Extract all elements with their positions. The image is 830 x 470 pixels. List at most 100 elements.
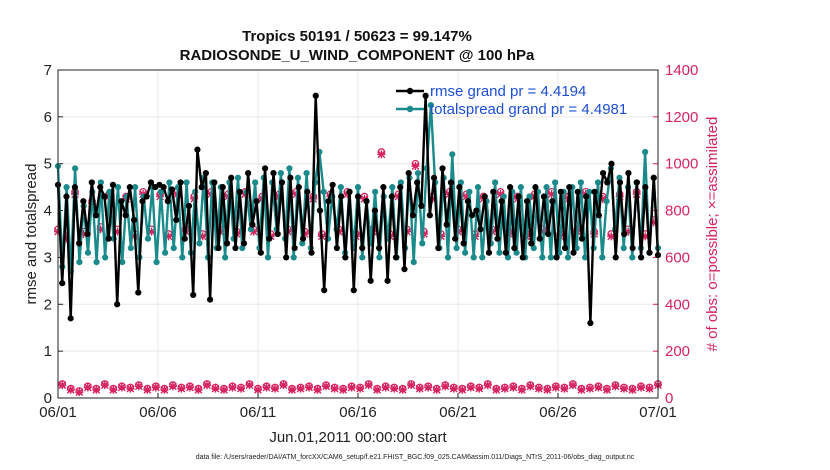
totalspread-point (453, 244, 460, 252)
totalspread-point (466, 188, 473, 195)
rmse-point (637, 254, 645, 261)
x-tick-label: 06/16 (339, 404, 377, 421)
totalspread-point (127, 244, 134, 252)
rmse-point (202, 169, 209, 177)
right-y-tick-label: 1400 (665, 62, 698, 79)
x-tick-label: 06/11 (240, 404, 276, 421)
totalspread-point (179, 254, 186, 261)
obs-assimilated-marker (228, 383, 237, 392)
rmse-point (650, 174, 657, 181)
rmse-point (621, 230, 628, 238)
left-y-tick-label: 6 (44, 109, 52, 126)
rmse-point (177, 179, 184, 186)
totalspread-point (157, 188, 164, 195)
rmse-point (528, 240, 535, 247)
obs-assimilated-marker (262, 383, 271, 392)
x-tick-label: 06/21 (439, 404, 477, 421)
obs-assimilated-marker (611, 382, 620, 391)
rmse-point (207, 296, 214, 303)
obs-assimilated-marker (547, 190, 556, 199)
rmse-point (363, 198, 370, 205)
obs-assimilated-marker (356, 384, 365, 393)
obs-assimilated-marker (330, 384, 339, 393)
rmse-point (164, 198, 171, 205)
obs-assimilated-marker (219, 385, 228, 394)
rmse-point (114, 301, 121, 308)
totalspread-point (616, 174, 623, 181)
totalspread-point (427, 102, 434, 109)
totalspread-point (303, 169, 310, 177)
totalspread-point (102, 254, 109, 261)
rmse-point (291, 244, 298, 252)
obs-assimilated-marker (628, 385, 637, 394)
rmse-point (219, 184, 226, 191)
totalspread-point (234, 174, 242, 181)
rmse-point (502, 249, 509, 256)
plot-frame (57, 69, 659, 399)
obs-assimilated-marker (147, 227, 156, 236)
rmse-point (287, 174, 294, 181)
obs-assimilated-marker (466, 383, 475, 392)
totalspread-point (410, 259, 417, 266)
obs-assimilated-marker (339, 385, 348, 394)
right-y-tick-label: 1000 (665, 156, 698, 173)
rmse-point (570, 249, 577, 256)
rmse-point (443, 221, 450, 228)
right-y-tick-label: 400 (665, 296, 690, 313)
totalspread-point (166, 179, 173, 186)
rmse-point (215, 244, 222, 252)
rmse-point (236, 188, 243, 195)
rmse-point (376, 244, 383, 252)
obs-assimilated-marker (577, 385, 586, 394)
obs-assimilated-marker (607, 232, 616, 241)
rmse-point (629, 244, 636, 252)
totalspread-point (586, 188, 593, 195)
rmse-point (346, 188, 353, 195)
left-y-tick-label: 0 (44, 390, 52, 407)
rmse-point (452, 235, 459, 242)
rmse-point (511, 244, 518, 252)
obs-assimilated-marker (83, 383, 92, 392)
obs-assimilated-marker (543, 385, 552, 394)
obs-assimilated-marker (254, 385, 262, 394)
rmse-point (612, 254, 619, 261)
obs-assimilated-marker (649, 218, 658, 227)
right-y-tick-label: 600 (665, 249, 690, 266)
x-tick-label: 07/01 (639, 404, 677, 421)
rmse-point (299, 235, 307, 242)
rmse-point (67, 315, 74, 322)
rmse-point (545, 230, 552, 238)
rmse-point (409, 212, 417, 219)
obs-assimilated-marker (492, 385, 501, 394)
obs-assimilated-marker (62, 234, 71, 243)
obs-assimilated-marker (517, 385, 526, 394)
rmse-point (181, 235, 188, 242)
totalspread-point (114, 184, 122, 191)
totalspread-point (530, 244, 537, 252)
totalspread-point (376, 254, 383, 261)
rmse-point (283, 254, 290, 261)
totalspread-point (444, 254, 452, 261)
rmse-point (532, 184, 539, 191)
rmse-point (367, 277, 374, 284)
rmse-point (418, 202, 425, 209)
totalspread-point (320, 188, 327, 195)
obs-assimilated-marker (636, 383, 645, 392)
totalspread-point (63, 184, 70, 191)
rmse-point (646, 249, 653, 256)
legend-rmse-label: rmse grand pr = 4.4194 (430, 83, 586, 100)
rmse-point (304, 188, 311, 195)
obs-assimilated-marker (143, 385, 152, 394)
totalspread-point (264, 254, 272, 261)
obs-assimilated-marker (500, 384, 509, 393)
obs-assimilated-marker (373, 385, 382, 394)
rmse-point (198, 184, 205, 191)
totalspread-point (106, 188, 113, 195)
totalspread-point (286, 165, 293, 172)
obs-assimilated-marker (560, 384, 569, 393)
totalspread-point (277, 169, 284, 177)
obs-assimilated-marker (343, 190, 352, 199)
totalspread-point (539, 254, 546, 261)
totalspread-point (620, 244, 627, 252)
obs-assimilated-marker (602, 385, 611, 394)
